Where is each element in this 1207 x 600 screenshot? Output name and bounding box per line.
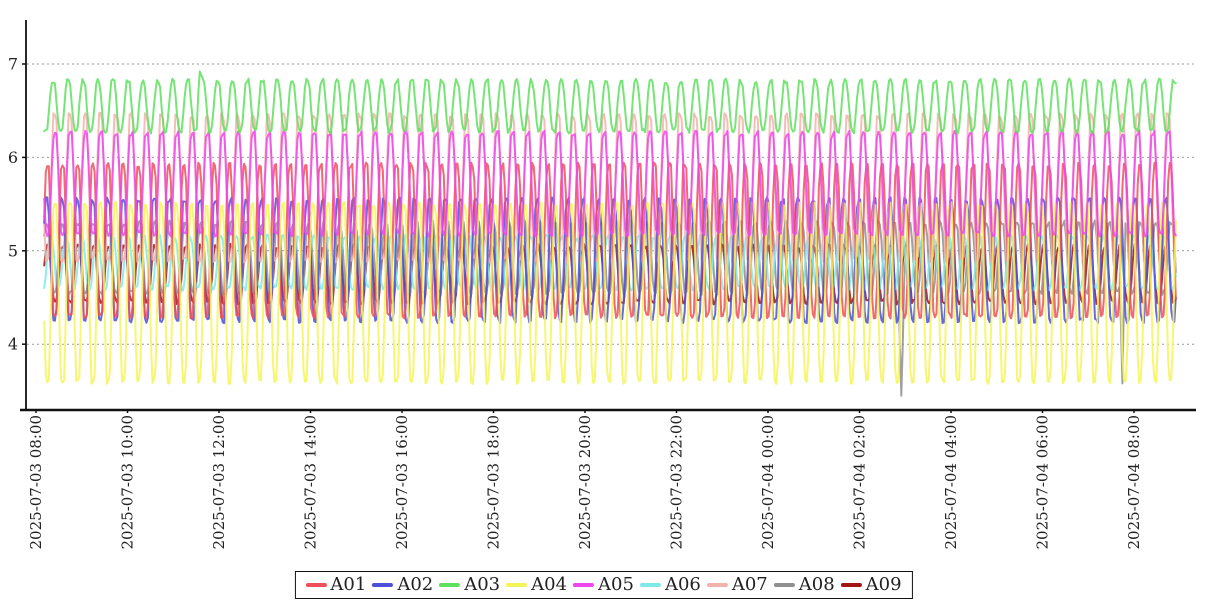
legend-swatch-A04 — [506, 583, 528, 587]
legend-item-A05[interactable]: A05 — [573, 574, 634, 596]
x-tick-label-10: 2025-07-04 04:00 — [942, 415, 960, 549]
legend-swatch-A02 — [372, 583, 394, 587]
legend-label-A03: A03 — [464, 574, 501, 595]
legend-label-A01: A01 — [330, 574, 367, 595]
legend-swatch-A08 — [773, 583, 795, 587]
y-tick-label-6: 6 — [8, 148, 18, 167]
x-tick-label-12: 2025-07-04 08:00 — [1125, 415, 1143, 549]
x-tick-label-0: 2025-07-03 08:00 — [27, 415, 45, 549]
legend: A01 A02 A03 A04 A05 A06 A07 A08 A09 — [294, 571, 913, 599]
legend-item-A06[interactable]: A06 — [639, 574, 701, 596]
x-tick-label-4: 2025-07-03 16:00 — [393, 415, 411, 549]
legend-item-A04[interactable]: A04 — [506, 574, 567, 596]
x-tick-label-8: 2025-07-04 00:00 — [759, 415, 777, 549]
legend-swatch-A07 — [706, 583, 728, 587]
legend-label-A04: A04 — [531, 574, 568, 595]
legend-item-A09[interactable]: A09 — [840, 574, 902, 596]
legend-item-A02[interactable]: A02 — [372, 574, 433, 596]
series-line-A04 — [43, 200, 1177, 385]
series-line-A03 — [43, 70, 1177, 135]
x-tick-label-1: 2025-07-03 10:00 — [119, 415, 137, 549]
x-tick-label-11: 2025-07-04 06:00 — [1034, 415, 1052, 549]
legend-swatch-A06 — [639, 583, 661, 587]
x-tick-label-6: 2025-07-03 20:00 — [576, 415, 594, 549]
legend-label-A07: A07 — [731, 574, 768, 595]
legend-swatch-A01 — [305, 583, 327, 587]
series-line-A05 — [43, 129, 1177, 238]
y-tick-label-7: 7 — [8, 55, 18, 74]
legend-item-A07[interactable]: A07 — [706, 574, 768, 596]
legend-item-A08[interactable]: A08 — [773, 574, 835, 596]
x-tick-label-7: 2025-07-03 22:00 — [668, 415, 686, 549]
x-tick-label-2: 2025-07-03 12:00 — [210, 415, 228, 549]
legend-swatch-A05 — [573, 583, 595, 587]
y-tick-label-4: 4 — [8, 335, 18, 354]
x-tick-label-5: 2025-07-03 18:00 — [485, 415, 503, 549]
legend-item-A03[interactable]: A03 — [439, 574, 500, 596]
legend-swatch-A09 — [840, 583, 862, 587]
legend-label-A06: A06 — [664, 574, 701, 595]
legend-label-A08: A08 — [798, 574, 835, 595]
y-tick-label-5: 5 — [8, 241, 18, 260]
legend-label-A02: A02 — [397, 574, 434, 595]
legend-item-A01[interactable]: A01 — [305, 574, 366, 596]
legend-label-A09: A09 — [865, 574, 902, 595]
x-tick-label-3: 2025-07-03 14:00 — [302, 415, 320, 549]
legend-label-A05: A05 — [598, 574, 634, 595]
legend-swatch-A03 — [439, 583, 461, 587]
x-tick-label-9: 2025-07-04 02:00 — [851, 415, 869, 549]
